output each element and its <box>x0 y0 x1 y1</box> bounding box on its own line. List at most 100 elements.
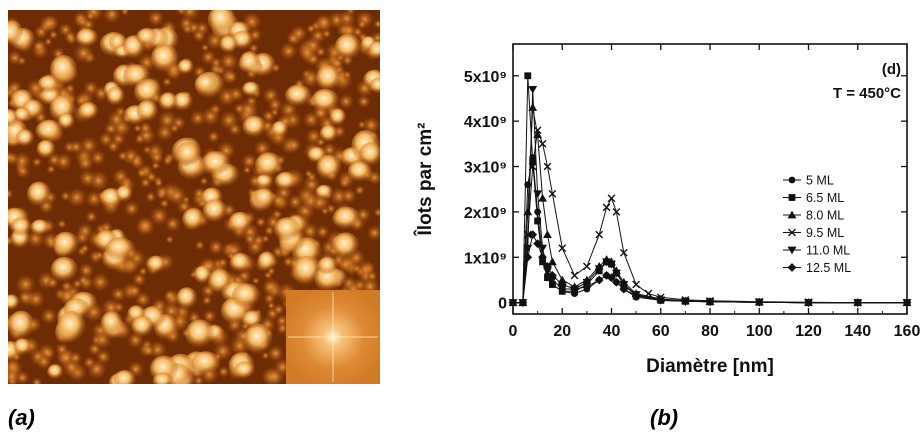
large-island <box>100 311 124 336</box>
large-island <box>15 129 35 148</box>
legend-entry: 9.5 ML <box>783 226 844 240</box>
small-island <box>165 216 181 232</box>
small-island <box>80 244 90 253</box>
large-island <box>369 77 380 94</box>
x-tick-label: 140 <box>844 323 871 340</box>
small-island <box>164 289 176 302</box>
small-island <box>192 28 206 43</box>
y-tick-label: 0 <box>498 296 507 313</box>
large-island <box>75 28 99 48</box>
large-island <box>136 100 159 123</box>
data-point <box>582 282 592 292</box>
large-island <box>231 283 261 309</box>
large-island <box>182 208 205 231</box>
x-tick-label: 100 <box>746 323 773 340</box>
large-island <box>35 119 64 143</box>
data-point <box>538 252 547 262</box>
large-island <box>359 142 380 167</box>
data-point <box>524 72 532 80</box>
large-island <box>158 92 178 112</box>
data-point <box>528 85 538 94</box>
small-island <box>306 23 316 34</box>
data-point <box>539 258 546 266</box>
data-point <box>787 263 797 272</box>
large-island <box>347 160 373 183</box>
data-point <box>582 262 591 271</box>
data-point <box>548 189 557 198</box>
x-tick-label: 20 <box>553 323 571 340</box>
small-island <box>18 291 31 304</box>
x-tick-label: 120 <box>795 323 822 340</box>
data-point <box>754 297 764 307</box>
small-island <box>159 198 170 209</box>
large-island <box>78 102 99 121</box>
series-line <box>513 157 907 304</box>
data-point <box>619 248 628 257</box>
data-point <box>632 280 641 289</box>
small-island <box>299 44 315 61</box>
chart-axes: 0 20 40 60 80 100 120 140 160 0 1x10⁹ 2x10⁹ 3x10⁹ 4x1… <box>464 43 920 340</box>
small-island <box>156 123 174 142</box>
data-point <box>602 258 611 267</box>
data-point <box>619 284 629 294</box>
small-island <box>286 137 301 153</box>
data-point <box>538 244 547 253</box>
large-island <box>113 370 136 384</box>
large-island <box>254 152 283 178</box>
large-island <box>30 219 50 236</box>
small-island <box>167 186 187 206</box>
y-tick-label: 2x10⁹ <box>464 205 507 222</box>
large-island <box>10 217 32 237</box>
large-island <box>285 84 312 107</box>
small-island <box>200 49 216 65</box>
small-island <box>69 140 84 155</box>
small-island <box>267 97 283 113</box>
data-point <box>543 261 552 271</box>
small-island <box>86 11 95 21</box>
data-point <box>538 139 547 148</box>
y-axis-title: Îlots par cm² <box>414 123 436 237</box>
small-island <box>155 185 170 200</box>
data-point <box>548 271 557 280</box>
large-island <box>319 124 338 143</box>
small-island <box>111 286 126 302</box>
series-line <box>513 130 907 304</box>
small-island <box>145 191 157 203</box>
small-island <box>288 34 298 44</box>
large-island <box>208 269 232 294</box>
small-island <box>148 340 167 359</box>
large-island <box>27 181 51 207</box>
small-island <box>354 185 365 196</box>
small-island <box>79 169 97 187</box>
small-island <box>85 210 98 223</box>
series-12-5-ml <box>508 230 912 308</box>
x-tick-label: 40 <box>603 323 621 340</box>
large-island <box>56 310 86 343</box>
small-island <box>132 272 147 287</box>
small-island <box>189 110 206 127</box>
panel-label-d: (d) <box>882 61 901 78</box>
large-island <box>255 174 273 188</box>
small-island <box>373 19 380 29</box>
large-island <box>58 112 75 130</box>
series-8-0-ml <box>508 103 912 307</box>
data-point <box>534 217 542 225</box>
large-island <box>316 154 342 181</box>
large-island <box>191 351 221 376</box>
series-5-ml <box>509 154 911 307</box>
data-point <box>902 298 912 308</box>
large-island <box>136 27 159 47</box>
large-island <box>50 55 78 85</box>
data-point <box>533 190 543 199</box>
large-island <box>37 75 60 94</box>
large-island <box>332 232 360 260</box>
large-island <box>151 43 179 73</box>
data-point <box>523 252 533 262</box>
small-island <box>255 216 267 228</box>
large-island <box>8 294 20 311</box>
afm-topography-image <box>8 10 380 384</box>
large-island <box>334 34 362 61</box>
large-island <box>131 315 154 338</box>
small-island <box>357 19 367 30</box>
small-island <box>208 239 224 255</box>
